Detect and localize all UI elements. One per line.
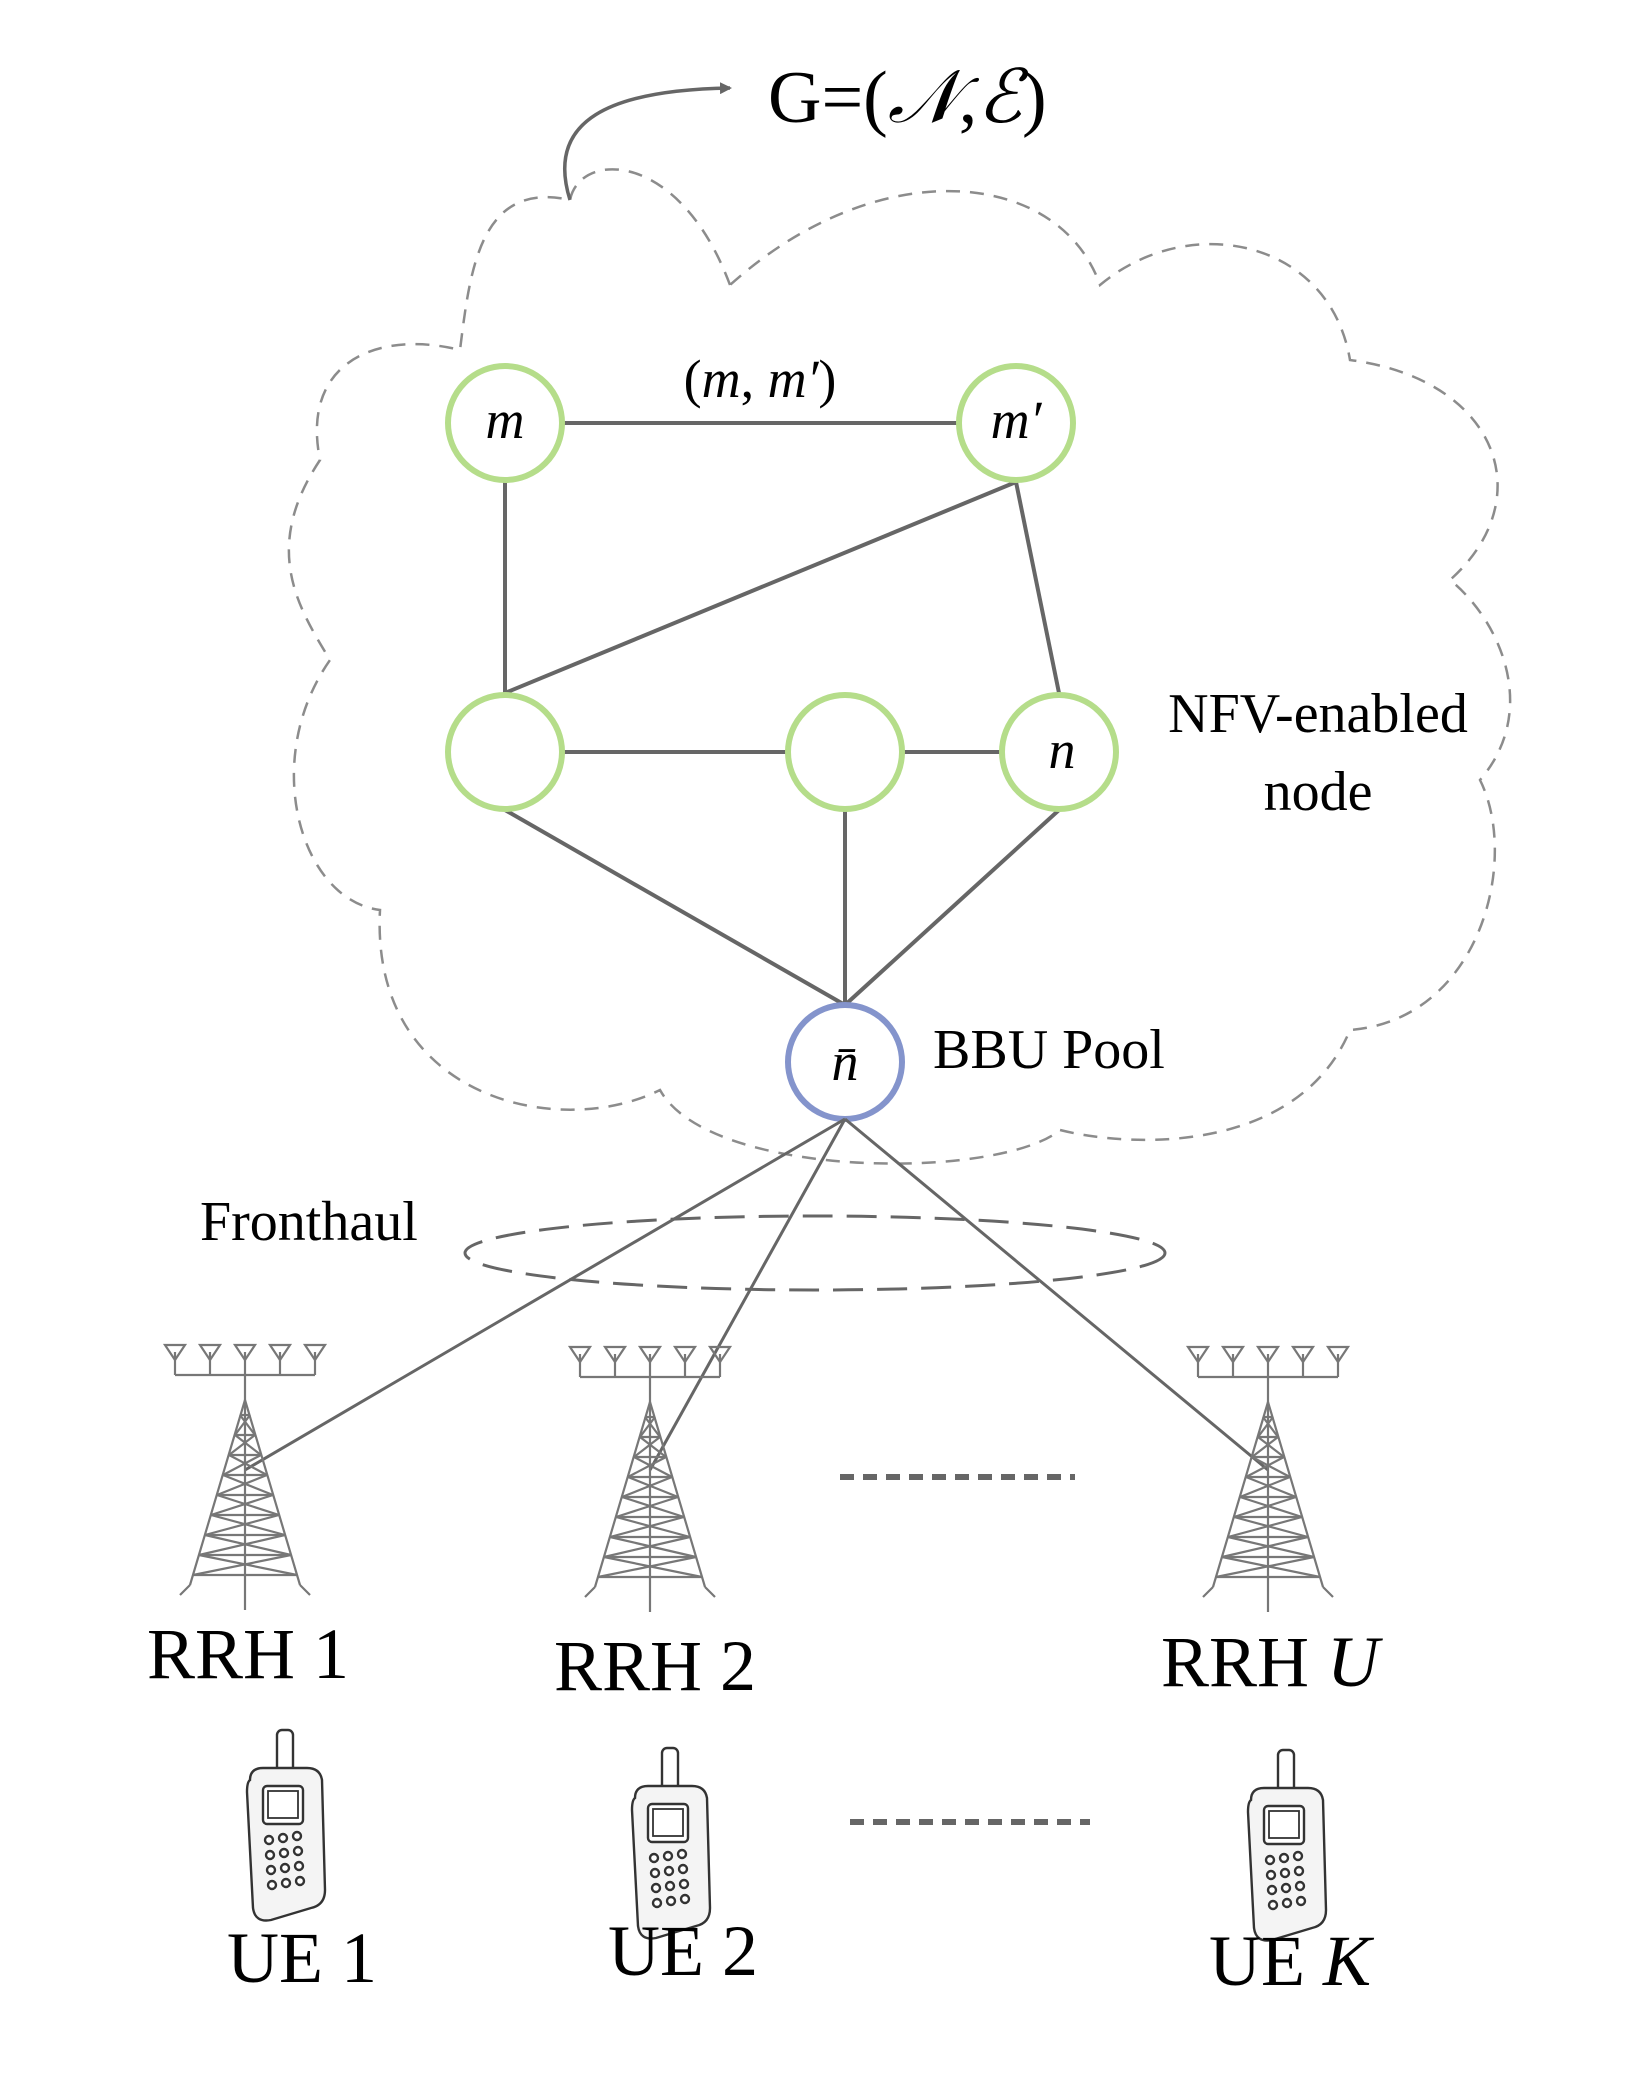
rrh-label-2-index: 2 [720,1626,756,1706]
fronthaul-link-1 [244,1117,846,1472]
edge-label-sep: , [741,349,768,409]
phone-icon-k [1246,1748,1328,1942]
phone-icon-1 [245,1728,327,1922]
rrh-label-1-index: 1 [313,1614,349,1694]
nfv-label-line2: node [1264,761,1373,823]
phone-icon-2 [630,1746,712,1940]
rrh-label-u-index: U [1327,1622,1383,1702]
edge-label-close: ) [818,349,836,409]
cloud-boundary [287,168,1512,1165]
core-links [503,421,1061,1007]
rrh-label-u-prefix: RRH [1161,1622,1327,1702]
node-middle [785,692,905,812]
link-mprime-n [1014,481,1061,694]
ue-label-1-prefix: UE [227,1918,341,1998]
nfv-label-line1: NFV-enabled [1168,683,1468,745]
rrh-label-1-prefix: RRH [147,1614,313,1694]
graph-label: G=(𝒩,ℰ) [768,57,1047,139]
fronthaul-links [244,1117,1269,1472]
edge-label-m: m [702,349,741,409]
rrh-label-1: RRH 1 [147,1614,349,1694]
node-left [445,692,565,812]
fronthaul-label: Fronthaul [200,1191,418,1253]
fronthaul-link-2 [648,1118,847,1471]
tower-icon-u [1186,1345,1350,1614]
ue-label-1-index: 1 [341,1918,377,1998]
tower-icon-1 [163,1343,327,1612]
link-mprime-left [504,480,1017,695]
ue-label-k-index: K [1322,1921,1375,2001]
graph-label-prefix: G=( [768,57,888,139]
graph-arrow [563,82,732,201]
node-n [999,692,1119,812]
graph-label-suffix: ) [1022,57,1047,139]
ue-label-k: UE K [1209,1921,1375,2001]
graph-label-edges: ℰ [977,57,1029,139]
node-n-label: n [1049,720,1076,780]
fronthaul-link-u [844,1117,1269,1472]
bbu-pool-label: BBU Pool [933,1019,1165,1081]
fronthaul-ellipse [463,1214,1167,1292]
rrh-label-u: RRH U [1161,1622,1383,1702]
ue-label-2: UE 2 [608,1911,758,1991]
ue-label-2-prefix: UE [608,1911,722,1991]
link-left-bbu [504,808,846,1007]
ue-label-k-prefix: UE [1209,1921,1323,2001]
node-bbu-label: n̄ [832,1032,859,1092]
edge-label-m-prime: m′ [768,349,820,409]
ue-label-1: UE 1 [227,1918,377,1998]
edge-label-open: ( [684,349,702,409]
link-n-bbu [843,808,1061,1007]
rrh-label-2: RRH 2 [554,1626,756,1706]
node-m [445,363,565,483]
node-m-prime-label: m′ [991,390,1043,450]
ue-label-2-index: 2 [722,1911,758,1991]
edge-label: (m, m′) [684,349,837,409]
node-m-label: m [486,390,525,450]
tower-icon-2 [568,1345,732,1614]
node-m-prime [956,363,1076,483]
graph-label-comma: , [959,57,978,139]
rrh-label-2-prefix: RRH [554,1626,720,1706]
